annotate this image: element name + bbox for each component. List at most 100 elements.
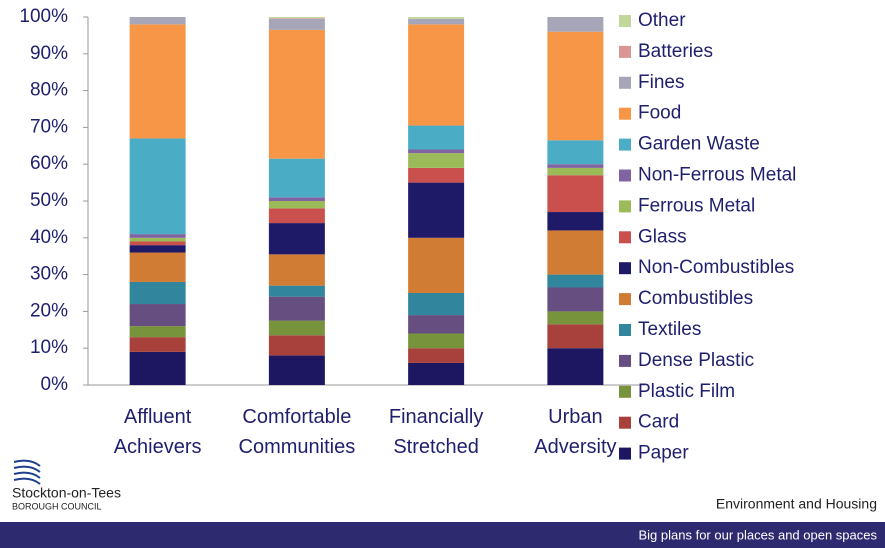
bar-segment [129,337,186,352]
bar-segment [547,274,604,288]
bar-segment [408,362,465,385]
y-tick-label: 20% [30,300,68,321]
y-tick-label: 90% [30,43,68,64]
bar-segment [547,164,604,168]
bar-segment [129,138,186,235]
legend-label: Dense Plastic [638,350,754,371]
legend-label: Food [638,103,681,124]
bar-segment [268,17,325,19]
bar-segment [129,237,186,242]
legend-label: Batteries [638,41,713,62]
bar-segment [408,149,465,154]
x-tick-label: Financially Stretched [388,406,484,458]
legend-swatch [619,200,631,213]
bar-segment [129,24,186,139]
bar-segment [547,230,604,275]
legend-swatch [619,169,631,182]
bar-segment [268,208,325,224]
bar-segment [408,17,465,19]
bar-segment [547,287,604,312]
legend-label: Garden Waste [638,134,760,155]
y-tick-label: 40% [30,227,68,248]
bar-segment [408,333,465,349]
y-tick-label: 30% [30,264,68,285]
legend-swatch [619,293,631,306]
legend-swatch [619,231,631,244]
legend-label: Non-Combustibles [638,257,794,278]
y-tick-label: 70% [30,116,68,137]
bar-segment [408,18,465,25]
legend-swatch [619,447,631,460]
bar-segment [129,252,186,282]
legend-label: Textiles [638,319,701,340]
bar-segment [268,201,325,209]
legend-label: Non-Ferrous Metal [638,165,796,186]
bar-segment [129,245,186,253]
bar-segment [268,197,325,201]
bar-segment [547,311,604,325]
bar-segment [408,315,465,334]
bar-segment [408,348,465,363]
legend-swatch [619,138,631,151]
x-tick-label: Affluent Achievers [113,406,202,458]
department: Environment and Housing [716,496,877,512]
bar-segment [268,254,325,286]
y-tick-label: 50% [30,190,68,211]
legend-swatch [619,354,631,367]
bar-segment [129,326,186,338]
y-tick-label: 10% [30,337,68,358]
bar-segment [268,18,325,19]
bar-segment [408,182,465,238]
bar-segment [547,348,604,385]
y-tick-label: 0% [41,374,69,395]
bar-segment [268,285,325,297]
footer-band [0,522,885,548]
bar-segment [129,304,186,327]
legend-swatch [619,324,631,336]
bar-segment [129,241,186,246]
legend-label: Glass [638,226,687,247]
legend-swatch [619,45,631,58]
bar-segment [408,153,465,168]
bar-segment [129,281,186,305]
bar-segment [129,234,186,238]
legend-label: Plastic Film [638,381,735,402]
bar-segment [547,212,604,231]
legend-swatch [619,107,631,120]
y-tick-label: 100% [19,6,68,27]
bar-segment [268,355,325,385]
legend-label: Other [638,10,686,31]
bar-segment [268,223,325,255]
bar-segment [547,17,604,32]
legend-label: Paper [638,443,689,464]
bar-segment [129,351,186,385]
bar-segment [547,31,604,141]
bar-segment [547,175,604,213]
legend-swatch [619,262,631,275]
council-name: Stockton-on-Tees [12,485,121,501]
bar-segment [547,167,604,176]
bar-segment [408,125,465,150]
bar-segment [408,167,465,183]
x-tick-label: Urban Adversity [534,406,617,458]
legend-swatch [619,15,631,27]
bar-segment [268,29,325,159]
x-tick-label: Comfortable Communities [238,406,356,458]
bar-segment [268,158,325,198]
bar-segment [408,24,465,126]
y-tick-label: 80% [30,80,68,101]
legend-label: Fines [638,72,684,93]
legend-label: Combustibles [638,288,753,309]
bar-segment [547,140,604,165]
bar-segment [408,293,465,316]
legend-swatch [619,385,631,398]
legend-swatch [619,76,631,89]
legend-swatch [619,416,631,429]
bar-segment [268,335,325,356]
bar-segment [268,296,325,321]
bar-segment [408,237,465,293]
legend-label: Card [638,412,679,433]
bar-segment [268,320,325,336]
